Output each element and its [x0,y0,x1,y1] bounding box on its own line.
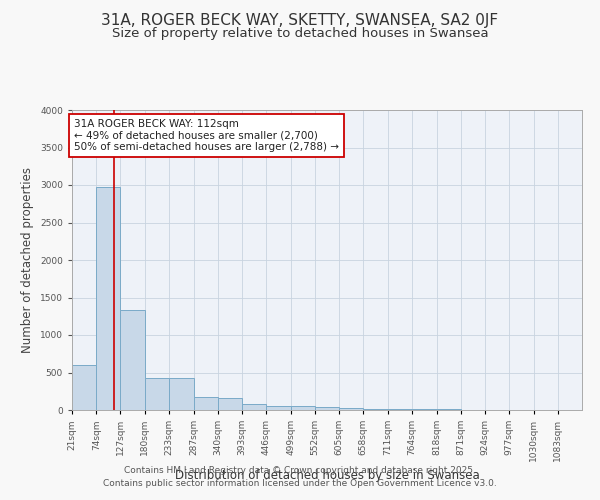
Bar [388,409,412,410]
Bar [315,408,339,410]
X-axis label: Distribution of detached houses by size in Swansea: Distribution of detached houses by size … [175,470,479,482]
Bar [72,365,96,410]
Text: Size of property relative to detached houses in Swansea: Size of property relative to detached ho… [112,28,488,40]
Bar [96,186,121,410]
Bar [339,408,364,410]
Bar [218,398,242,410]
Bar [266,406,290,410]
Bar [364,408,388,410]
Bar [290,406,315,410]
Text: 31A ROGER BECK WAY: 112sqm
← 49% of detached houses are smaller (2,700)
50% of s: 31A ROGER BECK WAY: 112sqm ← 49% of deta… [74,119,339,152]
Y-axis label: Number of detached properties: Number of detached properties [22,167,34,353]
Text: Contains HM Land Registry data © Crown copyright and database right 2025.
Contai: Contains HM Land Registry data © Crown c… [103,466,497,487]
Bar [242,404,266,410]
Bar [412,409,437,410]
Text: 31A, ROGER BECK WAY, SKETTY, SWANSEA, SA2 0JF: 31A, ROGER BECK WAY, SKETTY, SWANSEA, SA… [101,12,499,28]
Bar [194,398,218,410]
Bar [169,378,194,410]
Bar [121,310,145,410]
Bar [145,378,169,410]
